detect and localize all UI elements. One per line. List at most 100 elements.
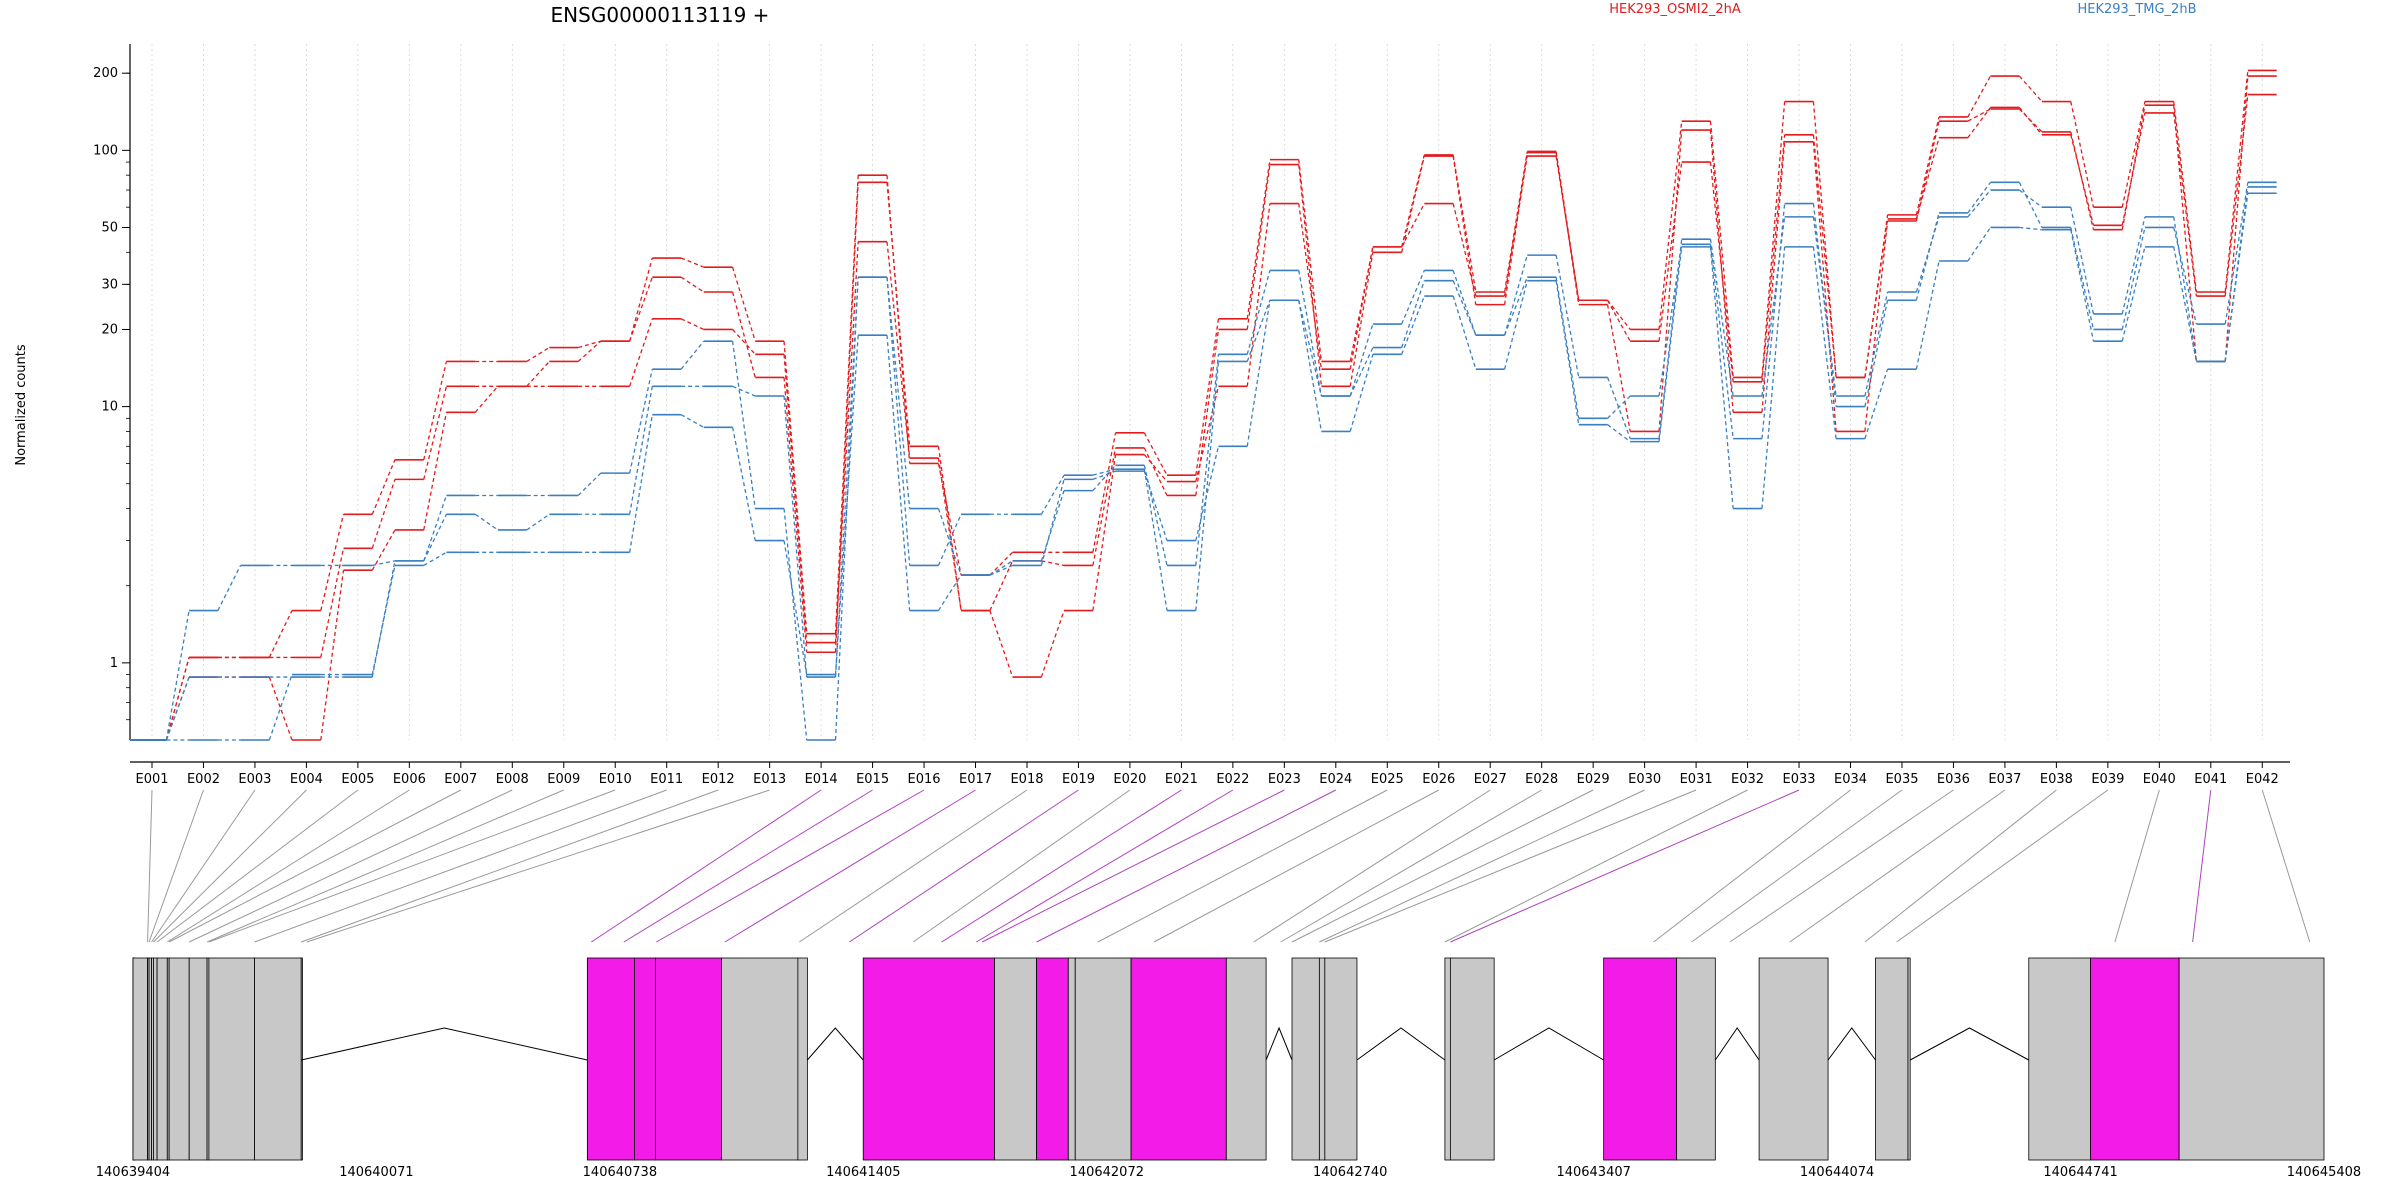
- series-transition: [1915, 216, 1940, 293]
- series-transition: [371, 479, 396, 549]
- axes: 1 10 20 30 50 100 200 E001 E002 E003 E004 E005 E006 E…: [93, 44, 2290, 787]
- connector-e026: [1153, 789, 1439, 943]
- x-tick-label-e020: E020: [1113, 772, 1146, 787]
- series-transition: [320, 514, 345, 611]
- series-transition: [1401, 203, 1425, 248]
- series-transition: [371, 529, 396, 571]
- exon-block-e023: [1074, 957, 1132, 1161]
- series-transition: [1452, 203, 1477, 297]
- series-4: [130, 186, 2277, 741]
- series-transition: [1195, 354, 1220, 566]
- series-transition: [1915, 212, 1940, 301]
- x-tick-label-e008: E008: [496, 772, 529, 787]
- series-transition: [577, 340, 601, 349]
- x-tick-label-e018: E018: [1010, 772, 1043, 787]
- series-transition: [989, 610, 1014, 678]
- connector-e021: [941, 789, 1182, 943]
- series-transition: [1658, 244, 1683, 397]
- series-transition: [1658, 239, 1683, 439]
- exon-block-e014: [586, 957, 635, 1161]
- genome-tick-label: 140644741: [2043, 1165, 2117, 1180]
- series-transition: [1401, 155, 1425, 253]
- series-transition: [2070, 229, 2095, 342]
- series-transition: [2070, 207, 2095, 315]
- series-transition: [1452, 280, 1477, 336]
- series-transition: [783, 395, 808, 678]
- series-transition: [2224, 94, 2249, 297]
- exon-block-e022: [1067, 957, 1076, 1161]
- exon-block-e019: [862, 957, 995, 1161]
- x-tick-label-e031: E031: [1680, 772, 1713, 787]
- series-transition: [1504, 276, 1528, 336]
- series-transition: [1503, 151, 1528, 293]
- series-transition: [731, 266, 756, 342]
- series-transition: [1967, 189, 1992, 218]
- connector-e005: [156, 789, 359, 943]
- series-transition: [1709, 161, 1734, 382]
- series-2: [130, 93, 2277, 741]
- x-tick-label-e010: E010: [599, 772, 632, 787]
- series-transition: [680, 340, 705, 370]
- exon-block-e036: [2028, 957, 2091, 1161]
- series-transition: [680, 318, 705, 331]
- exon-block-e038: [2178, 957, 2325, 1161]
- connector-e015: [623, 789, 873, 943]
- x-tick-label-e019: E019: [1062, 772, 1095, 787]
- series-transition: [1349, 323, 1374, 397]
- series-transition: [320, 548, 345, 658]
- series-transition: [2121, 227, 2146, 330]
- connector-e023: [981, 789, 1285, 943]
- series-transition: [1503, 280, 1528, 370]
- y-axis-label: Normalized counts: [14, 344, 29, 466]
- series-transition: [1967, 181, 1992, 214]
- series-transition: [2018, 107, 2043, 136]
- connector-e035: [1691, 789, 1903, 943]
- series-transition: [783, 508, 808, 741]
- exon-block-e034: [1875, 957, 1909, 1161]
- connector-e010: [208, 789, 616, 943]
- x-tick-label-e034: E034: [1834, 772, 1867, 787]
- series-transition: [628, 414, 653, 553]
- series-transition: [1143, 470, 1168, 541]
- series-transition: [526, 361, 550, 387]
- connector-e040: [2114, 789, 2160, 943]
- connector-e014: [591, 789, 822, 943]
- connector-e001: [147, 789, 153, 943]
- x-tick-label-e012: E012: [702, 772, 735, 787]
- series-transition: [1040, 479, 1065, 566]
- exon-block-e026: [1291, 957, 1320, 1161]
- series-transition: [1967, 75, 1992, 118]
- series-transition: [1040, 474, 1065, 515]
- connector-e013: [306, 789, 770, 943]
- series-transition: [1092, 454, 1117, 611]
- x-tick-label-e040: E040: [2143, 772, 2176, 787]
- x-tick-label-e006: E006: [393, 772, 426, 787]
- series-transition: [2173, 227, 2198, 325]
- exon-block-e021: [1036, 957, 1069, 1161]
- connector-e007: [168, 789, 462, 943]
- series-transition: [989, 560, 1013, 576]
- exon-block-e028: [1324, 957, 1358, 1161]
- exon-gridlines: [151, 44, 2263, 740]
- series-transition: [1092, 464, 1117, 492]
- series-transition: [1864, 220, 1889, 432]
- x-tick-label-e036: E036: [1937, 772, 1970, 787]
- connector-e008: [188, 789, 513, 943]
- x-tick-label-e013: E013: [753, 772, 786, 787]
- intron-line: [1714, 1027, 1760, 1061]
- exon-block-e009: [188, 957, 208, 1161]
- series-transition: [1092, 432, 1117, 553]
- series-transition: [731, 427, 756, 541]
- x-tick-label-e039: E039: [2091, 772, 2124, 787]
- series-transition: [1143, 465, 1168, 566]
- y-tick-label: 100: [93, 143, 118, 158]
- connector-e003: [151, 789, 256, 943]
- exon-block-e032: [1676, 957, 1716, 1161]
- series-transition: [1349, 347, 1374, 397]
- x-tick-label-e023: E023: [1268, 772, 1301, 787]
- series-transition: [629, 369, 653, 474]
- series-transition: [1452, 270, 1477, 336]
- series-transition: [1658, 130, 1683, 432]
- series-transition: [1092, 447, 1117, 566]
- series-transition: [1761, 203, 1786, 439]
